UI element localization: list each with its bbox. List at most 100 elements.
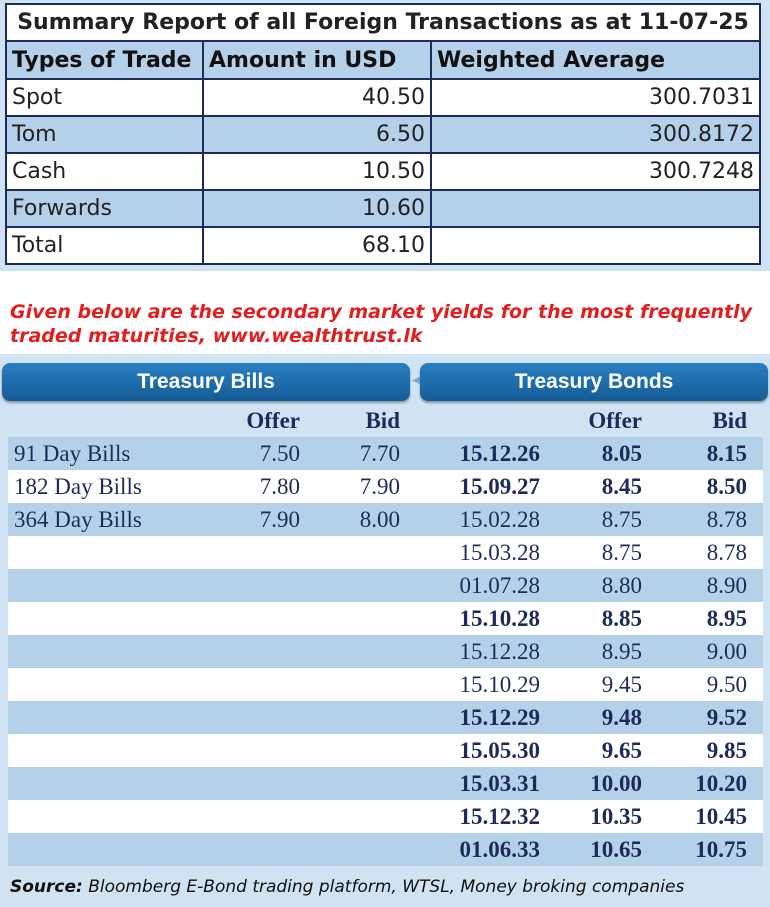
- bill-name-cell: 364 Day Bills: [14, 507, 142, 532]
- bond-offer-cell: 8.75: [601, 507, 642, 532]
- bond-bid-cell: 8.78: [706, 507, 747, 532]
- weighted-average-cell: 300.7248: [429, 152, 762, 191]
- bond-offer-cell: 10.00: [590, 771, 642, 796]
- bills-bid-header: Bid: [365, 408, 400, 433]
- col-header-amount: Amount in USD: [202, 40, 432, 80]
- bill-offer-cell: 7.50: [259, 441, 300, 466]
- bond-bid-cell: 8.50: [706, 474, 747, 499]
- bond-bid-cell: 8.90: [706, 573, 747, 598]
- bond-maturity-cell: 15.12.29: [459, 705, 541, 730]
- bond-offer-cell: 9.48: [601, 705, 642, 730]
- bonds-bid-header: Bid: [712, 408, 747, 433]
- yields-column-headers: Offer Bid Offer Bid: [8, 404, 763, 437]
- fx-summary-panel: Summary Report of all Foreign Transactio…: [0, 0, 770, 271]
- yields-row: 91 Day Bills 7.50 7.70 15.12.26 8.05 8.15: [8, 437, 763, 470]
- trade-type-cell: Total: [5, 226, 204, 265]
- bond-maturity-cell: 15.12.32: [459, 804, 541, 829]
- amount-cell: 40.50: [202, 78, 432, 117]
- yields-row: 01.06.33 10.65 10.75: [8, 833, 763, 866]
- amount-cell: 10.50: [202, 152, 432, 191]
- yields-row: 15.12.32 10.35 10.45: [8, 800, 763, 833]
- trade-type-cell: Forwards: [5, 189, 204, 228]
- bond-maturity-cell: 15.10.28: [459, 606, 541, 631]
- bills-offer-header: Offer: [246, 408, 300, 433]
- bond-bid-cell: 9.50: [706, 672, 747, 697]
- bill-bid-cell: 7.70: [359, 441, 400, 466]
- weighted-average-cell: [429, 189, 762, 228]
- bond-offer-cell: 8.75: [601, 540, 642, 565]
- table-row: Cash 10.50 300.7248: [5, 152, 762, 191]
- yields-table: Offer Bid Offer Bid 91 Day Bills 7.50 7.70…: [8, 404, 763, 866]
- bond-offer-cell: 8.80: [601, 573, 642, 598]
- yields-row: 15.12.28 8.95 9.00: [8, 635, 763, 668]
- source-label: Source:: [10, 877, 83, 897]
- fx-summary-title: Summary Report of all Foreign Transactio…: [4, 3, 762, 42]
- bond-maturity-cell: 15.05.30: [459, 738, 541, 763]
- bond-bid-cell: 8.15: [706, 441, 747, 466]
- bond-bid-cell: 9.52: [706, 705, 747, 730]
- bond-offer-cell: 8.05: [601, 441, 642, 466]
- bond-maturity-cell: 15.12.28: [459, 639, 541, 664]
- source-text: Bloomberg E-Bond trading platform, WTSL,…: [82, 877, 685, 897]
- yields-row: 15.03.31 10.00 10.20: [8, 767, 763, 800]
- yields-row: 364 Day Bills 7.90 8.00 15.02.28 8.75 8.78: [8, 503, 763, 536]
- bond-bid-cell: 10.75: [695, 837, 747, 862]
- bond-maturity-cell: 15.03.28: [459, 540, 541, 565]
- table-row: Total 68.10: [5, 226, 762, 265]
- bond-maturity-cell: 15.12.26: [459, 441, 541, 466]
- bond-bid-cell: 8.95: [706, 606, 747, 631]
- arrow-connector-icon: ◀: [412, 375, 420, 386]
- bond-offer-cell: 10.65: [590, 837, 642, 862]
- weighted-average-cell: [429, 226, 762, 265]
- trade-type-cell: Cash: [5, 152, 204, 191]
- yields-row: 01.07.28 8.80 8.90: [8, 569, 763, 602]
- bond-bid-cell: 10.45: [695, 804, 747, 829]
- bond-offer-cell: 8.45: [601, 474, 642, 499]
- bond-offer-cell: 10.35: [590, 804, 642, 829]
- bond-offer-cell: 9.65: [601, 738, 642, 763]
- bond-maturity-cell: 15.09.27: [459, 474, 541, 499]
- yields-row: 15.10.28 8.85 8.95: [8, 602, 763, 635]
- weighted-average-cell: 300.8172: [429, 115, 762, 154]
- source-note: Source: Bloomberg E-Bond trading platfor…: [10, 877, 765, 897]
- bond-maturity-cell: 15.03.31: [459, 771, 541, 796]
- bond-offer-cell: 8.85: [601, 606, 642, 631]
- amount-cell: 6.50: [202, 115, 432, 154]
- bond-bid-cell: 10.20: [695, 771, 747, 796]
- bond-maturity-cell: 15.02.28: [459, 507, 541, 532]
- yields-row: 15.12.29 9.48 9.52: [8, 701, 763, 734]
- bill-offer-cell: 7.80: [259, 474, 300, 499]
- weighted-average-cell: 300.7031: [429, 78, 762, 117]
- yields-intro-text: Given below are the secondary market yie…: [10, 301, 753, 347]
- bond-maturity-cell: 15.10.29: [459, 672, 541, 697]
- yields-row: 15.10.29 9.45 9.50: [8, 668, 763, 701]
- trade-type-cell: Spot: [5, 78, 204, 117]
- bond-offer-cell: 8.95: [601, 639, 642, 664]
- col-header-weighted-average: Weighted Average: [429, 40, 762, 80]
- table-row: Forwards 10.60: [5, 189, 762, 228]
- treasury-bills-header: Treasury Bills: [2, 363, 410, 401]
- yields-row: 15.03.28 8.75 8.78: [8, 536, 763, 569]
- amount-cell: 68.10: [202, 226, 432, 265]
- bond-maturity-cell: 01.07.28: [459, 573, 541, 598]
- bill-name-cell: 91 Day Bills: [14, 441, 131, 466]
- bill-name-cell: 182 Day Bills: [14, 474, 142, 499]
- table-row: Tom 6.50 300.8172: [5, 115, 762, 154]
- bill-bid-cell: 8.00: [359, 507, 400, 532]
- bill-offer-cell: 7.90: [259, 507, 300, 532]
- trade-type-cell: Tom: [5, 115, 204, 154]
- bond-bid-cell: 9.00: [706, 639, 747, 664]
- bond-bid-cell: 8.78: [706, 540, 747, 565]
- table-row: Spot 40.50 300.7031: [5, 78, 762, 117]
- bond-maturity-cell: 01.06.33: [459, 837, 541, 862]
- col-header-trade-type: Types of Trade: [5, 40, 204, 80]
- bond-bid-cell: 9.85: [706, 738, 747, 763]
- bill-bid-cell: 7.90: [359, 474, 400, 499]
- treasury-bonds-header: Treasury Bonds: [420, 363, 768, 401]
- fx-summary-table: Summary Report of all Foreign Transactio…: [4, 3, 762, 265]
- yields-row: 182 Day Bills 7.80 7.90 15.09.27 8.45 8.50: [8, 470, 763, 503]
- bonds-offer-header: Offer: [588, 408, 642, 433]
- yields-row: 15.05.30 9.65 9.85: [8, 734, 763, 767]
- bond-offer-cell: 9.45: [601, 672, 642, 697]
- amount-cell: 10.60: [202, 189, 432, 228]
